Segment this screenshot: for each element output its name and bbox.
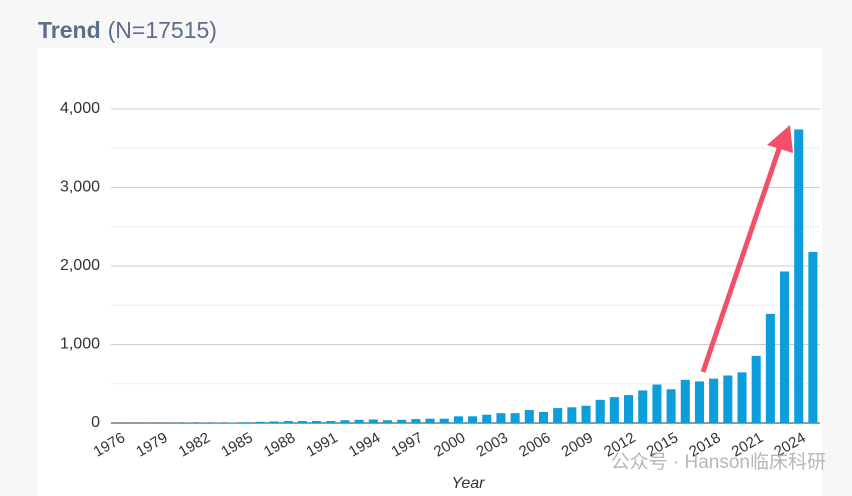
bar xyxy=(581,405,591,423)
bar xyxy=(397,419,407,423)
bar xyxy=(780,271,790,423)
bar xyxy=(283,421,293,423)
bar xyxy=(524,410,534,423)
y-tick-label: 1,000 xyxy=(60,336,100,353)
bar xyxy=(241,422,251,423)
bar xyxy=(694,381,705,423)
y-tick-label: 4,000 xyxy=(60,100,100,117)
bar xyxy=(609,397,619,423)
chart-card xyxy=(38,48,822,496)
chart-title: Trend xyxy=(38,17,101,43)
bar xyxy=(624,395,634,423)
bar xyxy=(538,412,549,423)
bar xyxy=(737,372,747,423)
bar xyxy=(382,420,393,423)
bar xyxy=(751,355,761,423)
bar xyxy=(368,419,378,423)
bar xyxy=(680,379,690,423)
bar xyxy=(723,375,733,423)
bar xyxy=(453,416,463,423)
y-tick-label: 3,000 xyxy=(60,179,100,196)
bar xyxy=(808,251,818,423)
bar xyxy=(297,421,307,423)
bar xyxy=(255,421,265,423)
bar xyxy=(312,421,322,423)
bar xyxy=(553,408,563,423)
bar xyxy=(510,413,520,423)
bar xyxy=(340,420,350,423)
chart-title-group: Trend (N=17515) xyxy=(38,17,217,43)
bar xyxy=(326,421,336,423)
bar xyxy=(468,416,478,423)
bar xyxy=(794,129,804,423)
annotation-arrowhead xyxy=(767,125,793,153)
chart-subtitle: (N=17515) xyxy=(108,17,217,43)
watermark: 公众号 · Hanson临床科研 xyxy=(611,451,826,473)
bar xyxy=(482,414,492,423)
bar xyxy=(595,399,605,423)
bar xyxy=(439,418,449,423)
bar xyxy=(496,413,506,423)
bar xyxy=(354,419,364,423)
bar xyxy=(269,421,279,423)
bar xyxy=(411,419,421,423)
bar xyxy=(709,378,719,423)
annotation-arrow xyxy=(700,139,785,373)
bar xyxy=(652,384,662,423)
y-tick-label: 0 xyxy=(91,414,100,431)
bar xyxy=(666,389,676,423)
bar xyxy=(638,390,648,423)
bar xyxy=(765,313,775,423)
bar xyxy=(567,407,577,423)
bar xyxy=(425,418,435,423)
x-axis-label: Year xyxy=(452,475,486,492)
y-tick-label: 2,000 xyxy=(60,257,100,274)
